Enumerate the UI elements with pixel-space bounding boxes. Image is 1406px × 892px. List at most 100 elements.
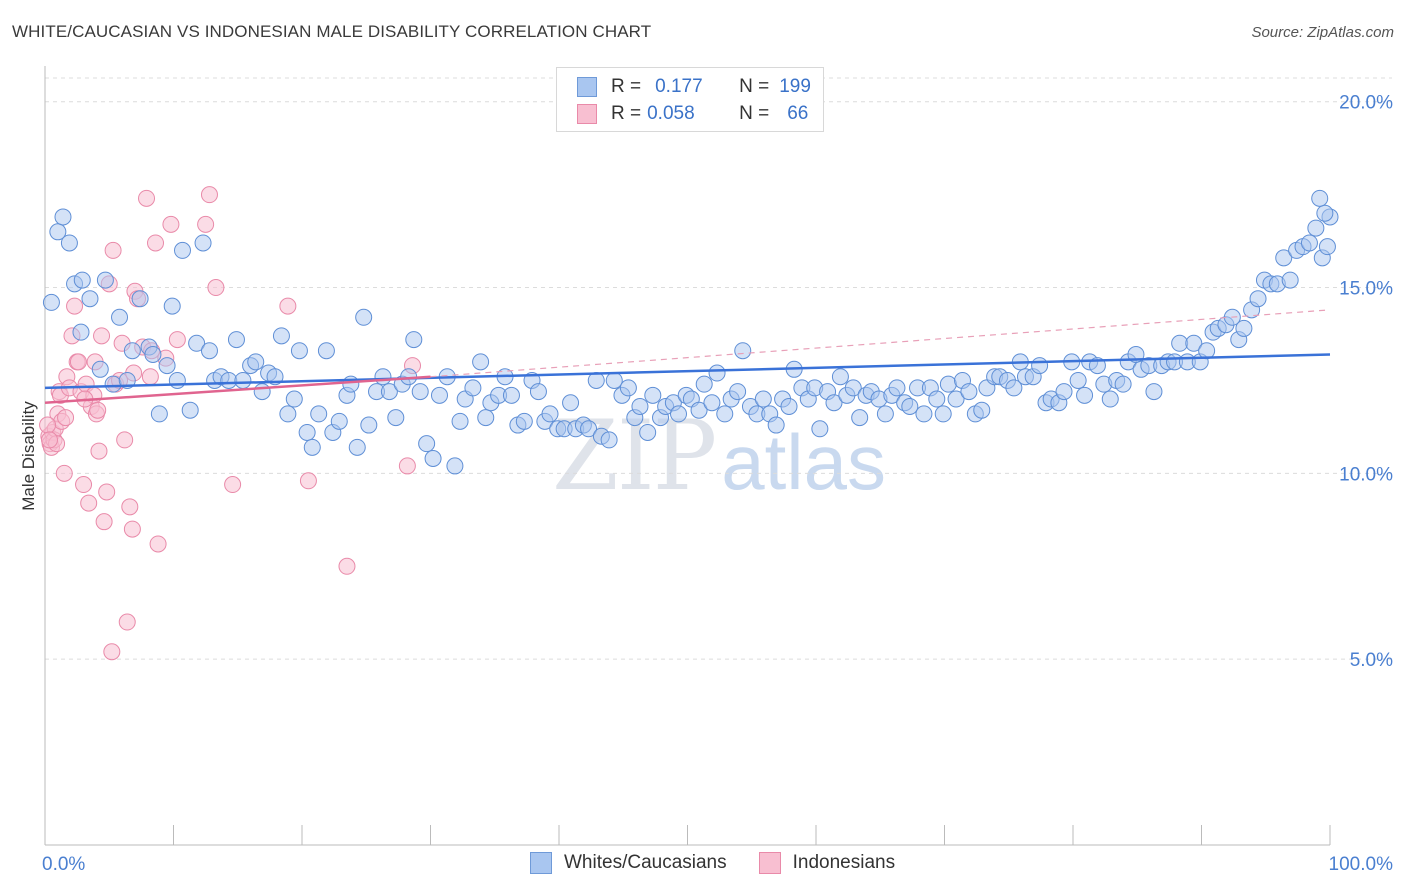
- indonesian-point: [55, 464, 73, 482]
- white-point: [876, 405, 894, 423]
- white-point: [1114, 375, 1132, 393]
- white-point: [928, 390, 946, 408]
- white-point: [380, 383, 398, 401]
- indonesian-point: [95, 513, 113, 531]
- white-point: [811, 420, 829, 438]
- white-point: [690, 401, 708, 419]
- white-point: [580, 420, 598, 438]
- indonesian-point: [57, 409, 75, 427]
- watermark-atlas: atlas: [721, 418, 886, 506]
- white-point: [290, 342, 308, 360]
- indonesian-point: [93, 327, 111, 345]
- indonesian-point: [138, 189, 156, 207]
- white-point: [355, 308, 373, 326]
- white-point: [173, 241, 191, 259]
- white-point: [285, 390, 303, 408]
- white-point: [631, 397, 649, 415]
- white-point: [72, 323, 90, 341]
- x-tick-label: 100.0%: [1329, 854, 1394, 875]
- white-point: [158, 357, 176, 375]
- white-point: [144, 345, 162, 363]
- indonesian-trend-extension: [430, 309, 1331, 378]
- white-point: [502, 386, 520, 404]
- white-point: [600, 431, 618, 449]
- white-point: [168, 371, 186, 389]
- white-point: [310, 405, 328, 423]
- white-point: [418, 435, 436, 453]
- white-point: [279, 405, 297, 423]
- white-point: [60, 234, 78, 252]
- white-trend-line: [44, 353, 1331, 390]
- white-point: [734, 342, 752, 360]
- white-point: [81, 290, 99, 308]
- white-point: [42, 293, 60, 311]
- white-point: [247, 353, 265, 371]
- bottom-legend-swatch-pink: [758, 852, 781, 874]
- white-point: [1101, 390, 1119, 408]
- indonesian-point: [103, 643, 121, 661]
- white-point: [1076, 386, 1094, 404]
- legend-box: R = 0.177 N = 199 R = 0.058 N = 66: [556, 67, 824, 132]
- white-point: [947, 390, 965, 408]
- white-point: [430, 386, 448, 404]
- white-point: [851, 409, 869, 427]
- white-point: [939, 375, 957, 393]
- white-point: [220, 371, 238, 389]
- white-point: [605, 371, 623, 389]
- indonesian-point: [89, 401, 107, 419]
- bottom-legend-label: Indonesians: [792, 852, 896, 873]
- indonesian-point: [40, 431, 58, 449]
- bottom-legend-indonesians: Indonesians: [758, 852, 896, 874]
- white-point: [729, 383, 747, 401]
- y-axis-label: Male Disability: [19, 401, 38, 511]
- chart-title: WHITE/CAUCASIAN VS INDONESIAN MALE DISAB…: [12, 22, 652, 41]
- white-point: [477, 409, 495, 427]
- indonesian-point: [123, 520, 141, 538]
- indonesian-point: [104, 241, 122, 259]
- white-point: [639, 423, 657, 441]
- indonesian-point: [75, 476, 93, 494]
- white-point: [844, 379, 862, 397]
- white-point: [464, 379, 482, 397]
- indonesian-point: [338, 557, 356, 575]
- white-point: [387, 409, 405, 427]
- white-point: [973, 401, 991, 419]
- white-point: [411, 383, 429, 401]
- white-point: [303, 438, 321, 456]
- indonesian-point: [149, 535, 167, 553]
- white-point: [1235, 319, 1253, 337]
- white-point: [1307, 219, 1325, 237]
- white-point: [200, 342, 218, 360]
- white-point: [73, 271, 91, 289]
- indonesian-point: [118, 613, 136, 631]
- source-label: Source: ZipAtlas.com: [1251, 24, 1394, 41]
- white-point: [131, 290, 149, 308]
- white-point: [1275, 249, 1293, 267]
- white-point: [708, 364, 726, 382]
- axes: [44, 66, 1331, 846]
- indonesian-point: [279, 297, 297, 315]
- indonesian-point: [398, 457, 416, 475]
- white-point: [181, 401, 199, 419]
- white-point: [472, 353, 490, 371]
- white-point: [330, 412, 348, 430]
- white-point: [934, 405, 952, 423]
- white-point: [831, 368, 849, 386]
- white-point: [49, 223, 67, 241]
- trend-lines: [44, 309, 1331, 405]
- white-point: [780, 397, 798, 415]
- white-point: [1145, 383, 1163, 401]
- white-point: [960, 383, 978, 401]
- white-point: [424, 450, 442, 467]
- indonesian-point: [168, 331, 186, 349]
- white-point: [451, 412, 469, 430]
- bottom-legend-label: Whites/Caucasians: [564, 852, 727, 873]
- indonesian-point: [197, 215, 215, 233]
- white-point: [754, 390, 772, 408]
- white-point: [298, 423, 316, 441]
- white-point: [227, 331, 245, 349]
- legend-swatch-blue: [577, 77, 597, 97]
- white-point: [348, 438, 366, 456]
- indonesian-point: [80, 494, 98, 512]
- indonesian-point: [200, 186, 218, 204]
